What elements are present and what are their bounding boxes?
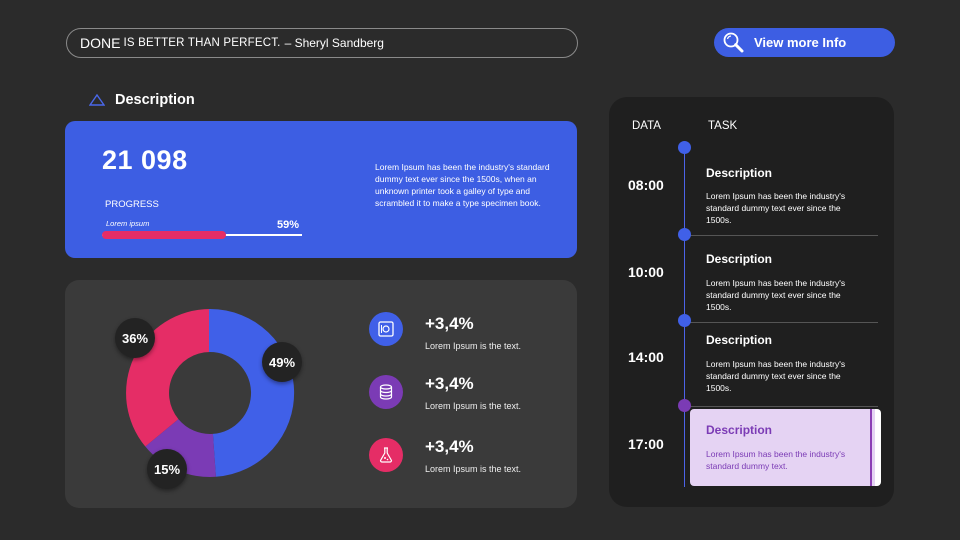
view-more-label: View more Info bbox=[754, 35, 847, 50]
stat-text-2: Lorem Ipsum is the text. bbox=[425, 401, 522, 411]
description-heading: Description bbox=[89, 92, 195, 108]
flask-icon bbox=[369, 438, 403, 472]
summary-text: Lorem Ipsum has been the industry's stan… bbox=[375, 162, 550, 208]
timeline-item-body: Lorem Ipsum has been the industry's stan… bbox=[706, 449, 846, 471]
progress-label: PROGRESS bbox=[105, 199, 159, 210]
quote-text: IS BETTER THAN PERFECT. bbox=[123, 37, 281, 49]
timeline-highlight bbox=[690, 409, 881, 486]
quote-banner: DONE IS BETTER THAN PERFECT. – Sheryl Sa… bbox=[66, 28, 578, 58]
timeline-time: 17:00 bbox=[628, 436, 664, 452]
stat-value-2: +3,4% bbox=[425, 374, 474, 393]
stat-text-3: Lorem Ipsum is the text. bbox=[425, 464, 522, 474]
timeline-dot bbox=[678, 228, 691, 241]
timeline-header-task: TASK bbox=[708, 120, 738, 132]
stat-value-1: +3,4% bbox=[425, 314, 474, 333]
progress-percent: 59% bbox=[277, 219, 300, 231]
timeline-time: 10:00 bbox=[628, 264, 664, 280]
timeline-time: 08:00 bbox=[628, 177, 664, 193]
view-more-info-button[interactable]: View more Info bbox=[714, 28, 895, 57]
description-title: Description bbox=[115, 92, 195, 108]
timeline-divider bbox=[690, 322, 878, 323]
timeline-dot bbox=[678, 141, 691, 154]
timeline-item-body: Lorem Ipsum has been the industry's stan… bbox=[706, 278, 846, 312]
donut-label-blue: 49% bbox=[262, 342, 302, 382]
summary-card: 21 098 PROGRESS Lorem ipsum 59% Lorem Ip… bbox=[65, 121, 577, 258]
timeline-item-title: Description bbox=[706, 423, 773, 437]
quote-author: – Sheryl Sandberg bbox=[284, 36, 384, 50]
timeline-time: 14:00 bbox=[628, 349, 664, 365]
timeline-item-body: Lorem Ipsum has been the industry's stan… bbox=[706, 191, 846, 225]
timeline-header-data: DATA bbox=[632, 120, 661, 132]
progress-fill bbox=[102, 231, 226, 239]
triangle-outline-icon bbox=[89, 94, 105, 106]
summary-value: 21 098 bbox=[102, 145, 188, 175]
timeline-divider bbox=[690, 235, 878, 236]
timeline-card: DATA TASK 08:00 Description Lorem Ipsum … bbox=[609, 97, 894, 507]
database-icon bbox=[369, 375, 403, 409]
quote-emphasis: DONE bbox=[80, 35, 121, 51]
stat-value-3: +3,4% bbox=[425, 437, 474, 456]
timeline-item-title: Description bbox=[706, 333, 773, 347]
timeline-item-title: Description bbox=[706, 166, 773, 180]
donut-card: 36% 49% 15% +3,4% Lorem Ipsum is the tex… bbox=[65, 280, 577, 508]
search-icon bbox=[723, 32, 744, 53]
progress-caption: Lorem ipsum bbox=[106, 219, 150, 228]
safe-icon bbox=[369, 312, 403, 346]
timeline-item-title: Description bbox=[706, 252, 773, 266]
donut-segment-blue bbox=[210, 308, 295, 477]
timeline-dot bbox=[678, 399, 691, 412]
stat-text-1: Lorem Ipsum is the text. bbox=[425, 341, 522, 351]
donut-label-purple: 15% bbox=[147, 449, 187, 489]
timeline-item-body: Lorem Ipsum has been the industry's stan… bbox=[706, 359, 846, 393]
timeline-divider bbox=[690, 406, 878, 407]
timeline-dot bbox=[678, 314, 691, 327]
donut-label-pink: 36% bbox=[115, 318, 155, 358]
